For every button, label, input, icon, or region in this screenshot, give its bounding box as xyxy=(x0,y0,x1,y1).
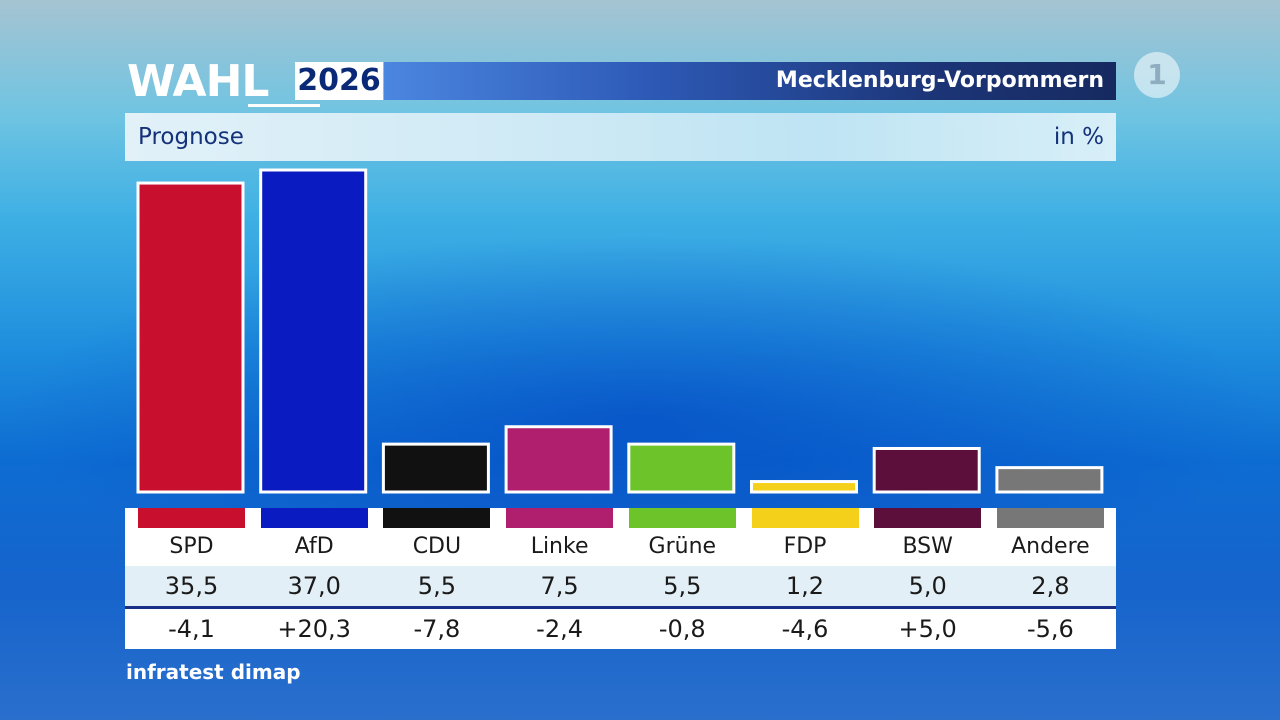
wahl-logo-year: 2026 xyxy=(295,62,383,100)
party-swatch xyxy=(996,508,1104,528)
logo-underline xyxy=(248,104,320,107)
party-label: AfD xyxy=(294,534,334,559)
bar-bsw xyxy=(872,446,981,494)
value-label: 1,2 xyxy=(785,572,825,600)
value-label: 35,5 xyxy=(164,572,219,600)
party-label: Linke xyxy=(530,534,589,559)
value-label: 5,5 xyxy=(663,572,702,600)
change-label: +20,3 xyxy=(277,615,351,643)
wahl-logo-word: WAHL xyxy=(127,56,269,107)
party-swatch xyxy=(138,508,245,528)
unit-label: in % xyxy=(1053,124,1104,150)
party-swatch xyxy=(383,508,491,528)
party-swatch xyxy=(506,508,614,528)
bar-spd xyxy=(136,181,245,494)
party-swatch xyxy=(260,508,368,528)
value-label: 5,0 xyxy=(908,572,947,600)
source-label: infratest dimap xyxy=(126,660,301,684)
party-label: Andere xyxy=(1011,534,1090,559)
changes-row xyxy=(125,609,1116,649)
party-label: CDU xyxy=(412,534,462,559)
change-label: -4,1 xyxy=(168,615,215,643)
bar-afd xyxy=(259,168,368,494)
party-swatch xyxy=(628,508,736,528)
change-label: +5,0 xyxy=(898,615,957,643)
change-label: -7,8 xyxy=(413,615,461,643)
change-label: -4,6 xyxy=(781,615,829,643)
change-label: -0,8 xyxy=(658,615,706,643)
ard-one-logo-icon: 1 xyxy=(1134,52,1180,98)
bar-cdu xyxy=(381,442,490,494)
value-label: 2,8 xyxy=(1031,572,1070,600)
party-label: SPD xyxy=(169,534,214,559)
bar-grüne xyxy=(627,442,736,494)
table-separator xyxy=(125,606,1116,609)
ard-one-glyph: 1 xyxy=(1147,58,1167,91)
value-label: 7,5 xyxy=(540,572,579,600)
region-title: Mecklenburg-Vorpommern xyxy=(775,68,1104,93)
bar-fdp xyxy=(750,480,858,494)
party-label: Grüne xyxy=(648,534,717,559)
change-label: -2,4 xyxy=(536,615,583,643)
values-row xyxy=(125,566,1116,606)
party-label: FDP xyxy=(783,534,827,559)
change-label: -5,6 xyxy=(1026,615,1074,643)
chart-title: Prognose xyxy=(138,124,244,150)
party-label: BSW xyxy=(902,534,953,559)
header-bar: Mecklenburg-Vorpommern xyxy=(384,62,1116,100)
value-label: 37,0 xyxy=(287,572,341,600)
party-swatch xyxy=(751,508,859,528)
bar-andere xyxy=(995,466,1104,494)
bar-linke xyxy=(504,425,613,494)
subheader-bar: Prognose in % xyxy=(125,113,1116,161)
value-label: 5,5 xyxy=(417,572,456,600)
party-swatch xyxy=(874,508,982,528)
